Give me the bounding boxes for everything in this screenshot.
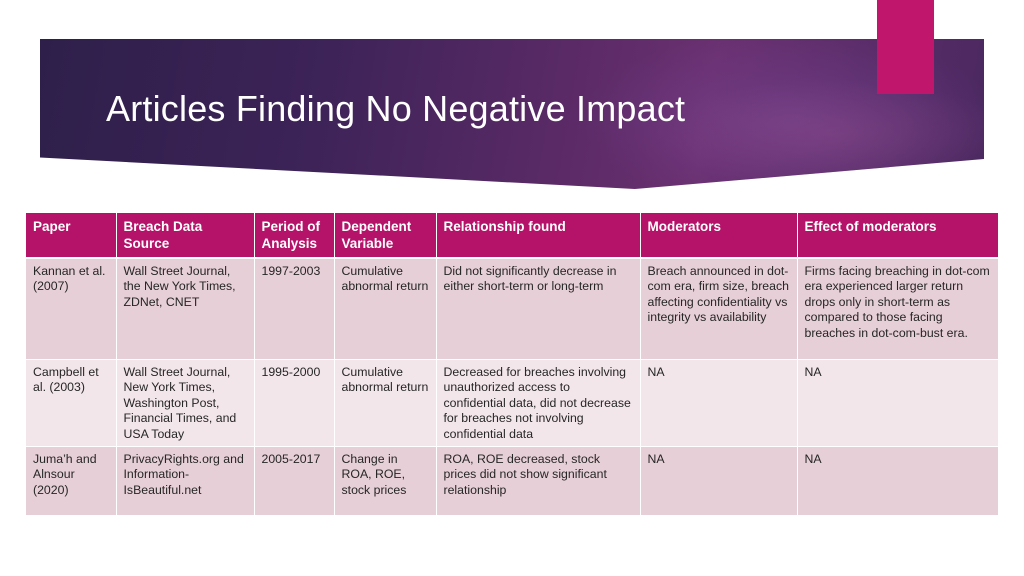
- cell-paper: Campbell et al. (2003): [26, 359, 117, 448]
- cell-effect-of-moderators: NA: [797, 359, 998, 448]
- cell-paper: Kannan et al. (2007): [26, 258, 117, 360]
- header-relationship-found: Relationship found: [436, 213, 641, 259]
- header-dependent-variable: Dependent Variable: [334, 213, 437, 259]
- cell-dependent-variable: Cumulative abnormal return: [334, 258, 437, 360]
- cell-moderators: NA: [640, 359, 798, 448]
- cell-breach-data-source: Wall Street Journal, New York Times, Was…: [116, 359, 255, 448]
- cell-relationship-found: Decreased for breaches involving unautho…: [436, 359, 641, 448]
- header-period-of-analysis: Period of Analysis: [254, 213, 335, 259]
- cell-effect-of-moderators: NA: [797, 446, 998, 517]
- header-breach-data-source: Breach Data Source: [116, 213, 255, 259]
- header-paper: Paper: [26, 213, 117, 259]
- slide-title: Articles Finding No Negative Impact: [106, 88, 686, 129]
- cell-paper: Juma’h and Alnsour (2020): [26, 446, 117, 517]
- header-effect-of-moderators: Effect of moderators: [797, 213, 998, 259]
- cell-period: 1997-2003: [254, 258, 335, 360]
- table-row: Kannan et al. (2007) Wall Street Journal…: [26, 258, 998, 360]
- title-band-glow-secondary: [650, 79, 984, 189]
- cell-period: 1995-2000: [254, 359, 335, 448]
- table-row: Campbell et al. (2003) Wall Street Journ…: [26, 359, 998, 448]
- cell-relationship-found: ROA, ROE decreased, stock prices did not…: [436, 446, 641, 517]
- cell-relationship-found: Did not significantly decrease in either…: [436, 258, 641, 360]
- cell-effect-of-moderators: Firms facing breaching in dot-com era ex…: [797, 258, 998, 360]
- cell-dependent-variable: Change in ROA, ROE, stock prices: [334, 446, 437, 517]
- cell-breach-data-source: PrivacyRights.org and Information-IsBeau…: [116, 446, 255, 517]
- header-moderators: Moderators: [640, 213, 798, 259]
- findings-table: Paper Breach Data Source Period of Analy…: [26, 213, 998, 517]
- accent-tab: [877, 0, 934, 94]
- cell-moderators: Breach announced in dot-com era, firm si…: [640, 258, 798, 360]
- cell-moderators: NA: [640, 446, 798, 517]
- table-header-row: Paper Breach Data Source Period of Analy…: [26, 213, 998, 259]
- cell-period: 2005-2017: [254, 446, 335, 517]
- cell-dependent-variable: Cumulative abnormal return: [334, 359, 437, 448]
- table-row: Juma’h and Alnsour (2020) PrivacyRights.…: [26, 446, 998, 517]
- cell-breach-data-source: Wall Street Journal, the New York Times,…: [116, 258, 255, 360]
